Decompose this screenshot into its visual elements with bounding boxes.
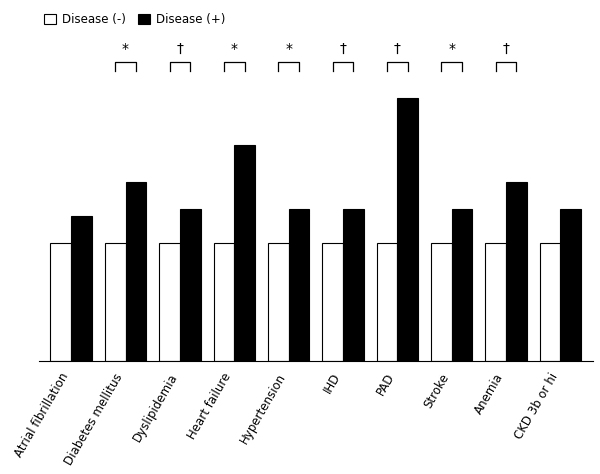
Bar [214,243,234,361]
Text: *: * [231,42,238,56]
Bar [397,98,418,361]
Bar [506,182,527,361]
Bar [180,210,200,361]
Bar [289,210,309,361]
Bar [234,145,255,361]
Bar [71,216,92,361]
Bar [125,182,146,361]
Bar [431,243,452,361]
Text: †: † [394,42,401,56]
Legend: Disease (-), Disease (+): Disease (-), Disease (+) [44,13,225,26]
Text: *: * [285,42,292,56]
Bar [322,243,343,361]
Bar [540,243,560,361]
Bar [343,210,364,361]
Bar [485,243,506,361]
Bar [268,243,289,361]
Bar [105,243,125,361]
Text: *: * [122,42,129,56]
Text: †: † [503,42,509,56]
Bar [377,243,397,361]
Bar [159,243,180,361]
Bar [452,210,472,361]
Text: †: † [176,42,184,56]
Bar [560,210,581,361]
Text: †: † [340,42,346,56]
Bar [50,243,71,361]
Text: *: * [448,42,455,56]
